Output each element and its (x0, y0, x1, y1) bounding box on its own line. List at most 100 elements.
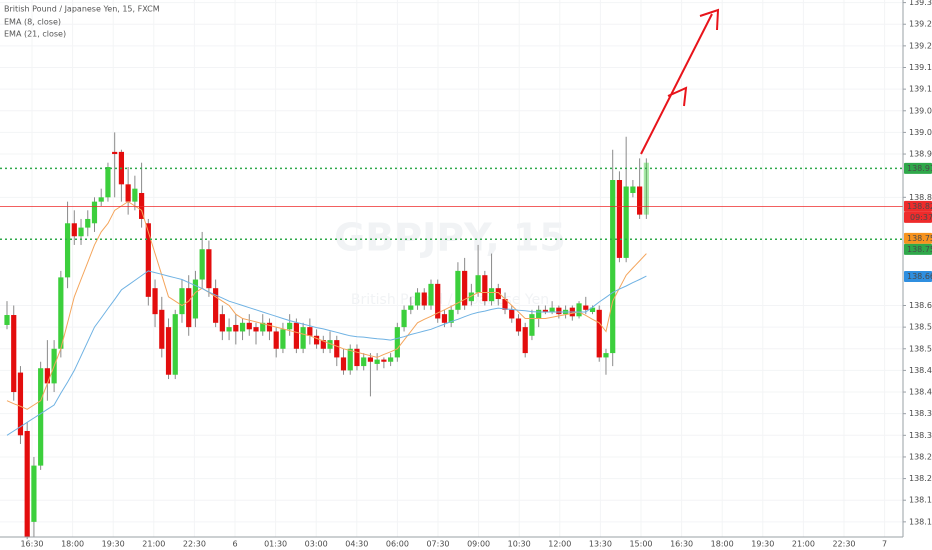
candle-body (495, 288, 501, 300)
price-label: 138.829 (907, 202, 932, 211)
candle-body (179, 288, 185, 315)
candle-body (462, 270, 468, 306)
y-tick-label: 138.850 (909, 193, 932, 202)
watermark: GBPJPY, 15 (334, 216, 566, 260)
y-tick-label: 139.200 (909, 41, 932, 50)
x-tick-label: 09:00 (467, 540, 490, 549)
price-label-box (904, 232, 932, 244)
candle-body (239, 322, 246, 332)
candle-body (515, 318, 522, 332)
candle-body (112, 151, 118, 155)
x-tick-label: 04:30 (345, 540, 368, 549)
candle-body (441, 314, 448, 323)
candle-body (125, 184, 131, 202)
x-tick-label: 01:30 (264, 540, 287, 549)
candle-body (4, 315, 10, 325)
price-label-box (904, 243, 932, 255)
candle-body (199, 249, 205, 280)
candle-body (58, 277, 64, 349)
price-label: 138.755 (907, 234, 932, 243)
y-tick-label: 138.200 (909, 474, 932, 483)
candle-body (327, 340, 333, 349)
candle-body (31, 465, 37, 522)
price-label-box (904, 200, 932, 212)
candle-body (381, 359, 387, 362)
candle-body (334, 340, 340, 358)
x-tick-label: 22:30 (832, 540, 855, 549)
candle-body (542, 309, 548, 312)
chart-title: British Pound / Japanese Yen, 15, FXCM (4, 5, 160, 14)
y-tick-label: 138.500 (909, 344, 932, 353)
axes: 139.300 139.250 139.200 139.150 139.100 139.0… (20, 0, 932, 549)
y-tick-label: 138.950 (909, 150, 932, 159)
x-tick-label: 15:00 (629, 540, 652, 549)
candle-body (287, 322, 293, 330)
candle-body (213, 288, 219, 323)
candle-body (361, 357, 367, 367)
y-tick-label: 139.150 (909, 63, 932, 72)
price-label: 138.753 (907, 245, 932, 254)
y-tick-label: 138.250 (909, 452, 932, 461)
x-tick-label: 18:00 (711, 540, 734, 549)
candle-body (44, 368, 50, 384)
y-tick-label: 139.300 (909, 0, 932, 7)
candle-body (145, 223, 151, 297)
candle-body (536, 309, 542, 319)
candle-body (320, 340, 326, 349)
y-tick-label: 138.450 (909, 366, 932, 375)
candle-body (71, 223, 77, 237)
y-tick-label: 138.600 (909, 301, 932, 310)
candle-body (347, 348, 353, 371)
x-tick-label: 6 (232, 540, 237, 549)
candle-body (522, 327, 528, 354)
candle-body (354, 348, 360, 367)
candle-body (159, 309, 165, 349)
candle-body (98, 197, 104, 202)
countdown-label: 09:37 (910, 213, 932, 222)
candle-body (630, 186, 636, 193)
y-tick-label: 138.550 (909, 323, 932, 332)
candle-body (340, 357, 347, 371)
grid (0, 0, 903, 537)
candle-body (206, 249, 212, 289)
price-label: 138.917 (907, 164, 932, 173)
y-tick-label: 138.350 (909, 409, 932, 418)
candle-body (91, 201, 98, 224)
price-label-box (904, 271, 932, 283)
plot (0, 132, 903, 540)
candle-body (576, 303, 582, 317)
candle-body (219, 314, 225, 332)
y-tick-label: 139.250 (909, 20, 932, 29)
x-tick-label: 19:30 (102, 540, 125, 549)
candle-body (78, 227, 84, 237)
candle-body (603, 353, 609, 358)
y-tick-label: 138.400 (909, 388, 932, 397)
candle-body (589, 307, 596, 312)
candle-body (448, 309, 454, 323)
x-tick-label: 16:30 (670, 540, 693, 549)
candle-body (300, 327, 306, 349)
candle-body (488, 288, 495, 302)
candle-body (596, 309, 602, 358)
candle-body (435, 283, 441, 319)
candle-body (273, 331, 279, 349)
arrow-drawing (640, 8, 720, 155)
candle-body (172, 314, 178, 375)
y-tick-label: 138.100 (909, 517, 932, 526)
countdown-box (904, 211, 932, 223)
candle-body (408, 305, 414, 310)
candle-body (24, 430, 30, 537)
ema-line (6, 270, 647, 436)
candle-body (313, 335, 320, 345)
candle-body (253, 327, 259, 332)
candle-body (307, 327, 313, 336)
y-tick-label: 138.150 (909, 496, 932, 505)
candle-body (502, 299, 508, 310)
candle-body (233, 324, 239, 332)
candle-body (428, 283, 434, 306)
candle-body (165, 327, 172, 375)
candle-body (414, 292, 421, 306)
x-tick-label: 21:00 (792, 540, 815, 549)
candle-body (637, 186, 643, 215)
ema-line (6, 201, 647, 410)
